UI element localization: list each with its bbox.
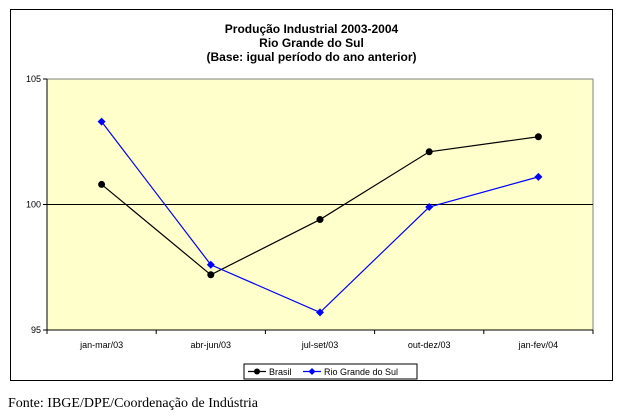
data-point <box>316 216 324 224</box>
legend-label: Rio Grande do Sul <box>324 367 398 377</box>
data-point <box>207 271 215 279</box>
chart-title-line-1: Produção Industrial 2003-2004 <box>224 22 399 36</box>
x-tick-label: out-dez/03 <box>408 340 451 350</box>
data-point <box>534 133 542 141</box>
chart-title-line-2: Rio Grande do Sul <box>259 36 364 50</box>
data-point <box>425 148 433 156</box>
chart-title-line-3: (Base: igual período do ano anterior) <box>206 50 417 64</box>
legend-box <box>243 363 418 380</box>
x-tick-label: jul-set/03 <box>301 340 339 350</box>
chart-frame: Produção Industrial 2003-2004 Rio Grande… <box>10 9 613 381</box>
y-tick-label: 95 <box>31 325 41 335</box>
legend-marker <box>254 368 260 375</box>
data-point <box>98 180 106 188</box>
data-point <box>425 203 434 212</box>
source-note: Fonte: IBGE/DPE/Coordenação de Indústria <box>8 396 259 411</box>
x-tick-label: jan-mar/03 <box>79 340 123 350</box>
legend-marker <box>308 368 316 375</box>
y-tick-label: 100 <box>26 200 41 210</box>
x-tick-label: abr-jun/03 <box>191 340 232 350</box>
data-point <box>534 172 543 181</box>
legend-label: Brasil <box>269 367 292 377</box>
data-point <box>206 260 215 269</box>
data-point <box>97 117 106 126</box>
x-tick-label: jan-fev/04 <box>518 340 559 350</box>
y-tick-label: 105 <box>26 74 41 84</box>
data-point <box>316 308 324 317</box>
line-chart: 95 100 105 jan-mar/03 abr-jun/03 jul-set/03 ou… <box>26 74 594 380</box>
